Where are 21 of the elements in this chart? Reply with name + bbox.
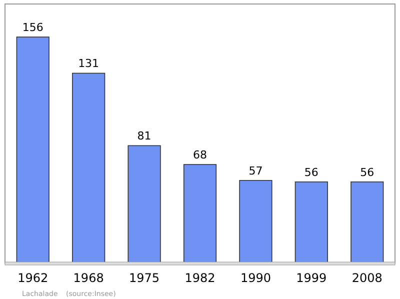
data-label: 56 [304, 166, 318, 179]
x-tick-label: 1962 [18, 271, 48, 285]
bar [183, 164, 217, 264]
x-tick-label: 1975 [129, 271, 160, 285]
data-label: 68 [193, 148, 207, 162]
bar [350, 181, 384, 264]
data-label: 131 [78, 57, 100, 70]
bar [294, 181, 328, 264]
data-label: 81 [137, 130, 152, 143]
bar [128, 145, 161, 264]
data-label: 56 [360, 166, 374, 179]
x-tick-label: 1990 [240, 271, 271, 285]
data-label: 57 [248, 164, 263, 178]
bar [72, 72, 106, 264]
x-tick-label: 1999 [296, 271, 327, 285]
bar [16, 36, 50, 264]
x-tick-label: 1982 [184, 271, 216, 285]
data-label: 156 [22, 21, 44, 34]
x-tick-label: 1968 [73, 271, 104, 285]
x-tick-label: 2008 [352, 271, 382, 285]
bar [239, 180, 272, 264]
